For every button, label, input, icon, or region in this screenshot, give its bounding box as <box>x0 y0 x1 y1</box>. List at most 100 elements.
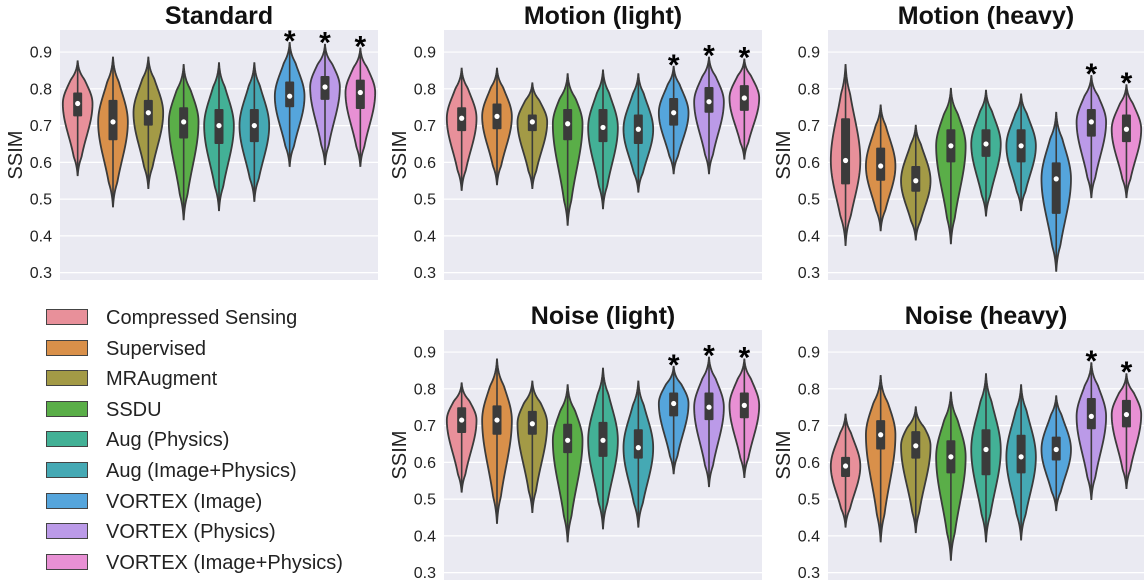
violin-median <box>181 119 187 125</box>
legend-swatch <box>46 431 88 448</box>
violin-median <box>494 113 500 119</box>
panel-title: Noise (light) <box>531 302 675 330</box>
legend-item: Supervised <box>44 336 384 367</box>
violin-median <box>565 437 571 443</box>
y-tick-label: 0.9 <box>798 345 820 362</box>
y-tick-label: 0.8 <box>30 81 52 98</box>
y-tick-label: 0.5 <box>798 492 820 509</box>
violin-iqr <box>633 429 643 459</box>
violin-median <box>322 84 328 90</box>
legend-label: Supervised <box>106 337 207 360</box>
y-tick-label: 0.6 <box>414 455 436 472</box>
legend: Compressed Sensing Supervised MRAugment SSD… <box>44 305 384 580</box>
violin-median <box>600 437 606 443</box>
significance-star: * <box>738 41 750 74</box>
significance-star: * <box>284 25 296 58</box>
legend-item: MRAugment <box>44 366 384 397</box>
legend-item: VORTEX (Image) <box>44 489 384 520</box>
violin-median <box>1088 413 1094 419</box>
violin-median <box>983 446 989 453</box>
legend-swatch <box>46 400 88 417</box>
violin-median <box>287 93 293 99</box>
legend-label: VORTEX (Image+Physics) <box>106 551 343 574</box>
y-tick-label: 0.6 <box>798 455 820 472</box>
violin-median <box>357 89 363 96</box>
y-tick-label: 0.7 <box>798 118 820 135</box>
significance-star: * <box>1121 356 1133 389</box>
legend-label: Aug (Physics) <box>106 429 230 452</box>
y-tick-label: 0.7 <box>798 418 820 435</box>
violin-median <box>913 178 919 184</box>
significance-star: * <box>354 30 366 63</box>
panel-2: 0.3 0.4 0.5 0.6 0.7 0.8 0.9 Motion (heavy) SSIM *… <box>773 2 1144 282</box>
violin-median <box>1123 126 1130 132</box>
violin-median <box>635 445 641 451</box>
violin-median <box>1053 446 1059 453</box>
violin-median <box>706 404 712 410</box>
y-tick-label: 0.6 <box>30 155 52 172</box>
y-tick-label: 0.6 <box>798 155 820 172</box>
y-tick-label: 0.9 <box>30 45 52 62</box>
y-tick-label: 0.3 <box>30 265 52 282</box>
y-tick-label: 0.4 <box>30 228 52 245</box>
violin-median <box>459 417 465 423</box>
y-tick-label: 0.5 <box>414 492 436 509</box>
violin-median <box>529 421 535 427</box>
y-tick-label: 0.7 <box>414 118 436 135</box>
y-tick-label: 0.8 <box>798 81 820 98</box>
y-axis-label: SSIM <box>773 131 795 180</box>
significance-star: * <box>1085 58 1097 91</box>
y-tick-label: 0.3 <box>798 265 820 282</box>
legend-item: Aug (Physics) <box>44 427 384 458</box>
violin-median <box>565 121 571 127</box>
panel-title: Motion (heavy) <box>898 2 1074 30</box>
y-tick-label: 0.5 <box>30 192 52 209</box>
significance-star: * <box>1121 67 1133 100</box>
violin-median <box>529 119 535 125</box>
violin-median <box>75 100 81 107</box>
y-tick-label: 0.9 <box>798 45 820 62</box>
legend-item: Compressed Sensing <box>44 305 384 336</box>
legend-swatch <box>46 523 88 540</box>
legend-swatch <box>46 492 88 509</box>
y-tick-label: 0.6 <box>414 155 436 172</box>
significance-star: * <box>738 341 750 374</box>
y-tick-label: 0.4 <box>798 228 820 245</box>
violin-iqr <box>1086 398 1096 430</box>
legend-label: Aug (Image+Physics) <box>106 459 297 482</box>
violin-median <box>878 163 884 169</box>
panel-4: 0.3 0.4 0.5 0.6 0.7 0.8 0.9 Noise (heavy) SSIM * * <box>773 302 1144 582</box>
y-tick-label: 0.8 <box>414 81 436 98</box>
violin-median <box>842 463 849 469</box>
violin-iqr <box>841 118 851 185</box>
violin-median <box>1018 143 1024 149</box>
legend-swatch <box>46 553 88 570</box>
legend-label: SSDU <box>106 398 162 421</box>
violin-median <box>1018 454 1024 460</box>
violin-iqr <box>981 429 991 476</box>
violin-median <box>948 143 954 149</box>
y-axis-label: SSIM <box>773 431 795 480</box>
violin-median <box>983 141 989 147</box>
y-tick-label: 0.7 <box>414 418 436 435</box>
y-tick-label: 0.3 <box>414 565 436 582</box>
y-tick-label: 0.7 <box>30 118 52 135</box>
violin-median <box>948 454 954 460</box>
violin-median <box>494 417 500 423</box>
violin-median <box>741 402 747 408</box>
violin-median <box>1088 119 1094 125</box>
y-axis-label: SSIM <box>389 431 411 480</box>
legend-swatch <box>46 309 88 325</box>
violin-median <box>706 99 712 105</box>
panel-0: 0.3 0.4 0.5 0.6 0.7 0.8 0.9 Standard SSIM * * * <box>5 2 378 282</box>
significance-star: * <box>319 27 331 60</box>
y-tick-label: 0.5 <box>414 192 436 209</box>
violin-median <box>842 157 849 164</box>
violin-median <box>216 122 222 129</box>
violin-median <box>741 95 747 101</box>
y-tick-label: 0.5 <box>798 192 820 209</box>
violin-median <box>878 432 884 438</box>
violin-median <box>1123 411 1130 418</box>
significance-star: * <box>703 340 715 373</box>
